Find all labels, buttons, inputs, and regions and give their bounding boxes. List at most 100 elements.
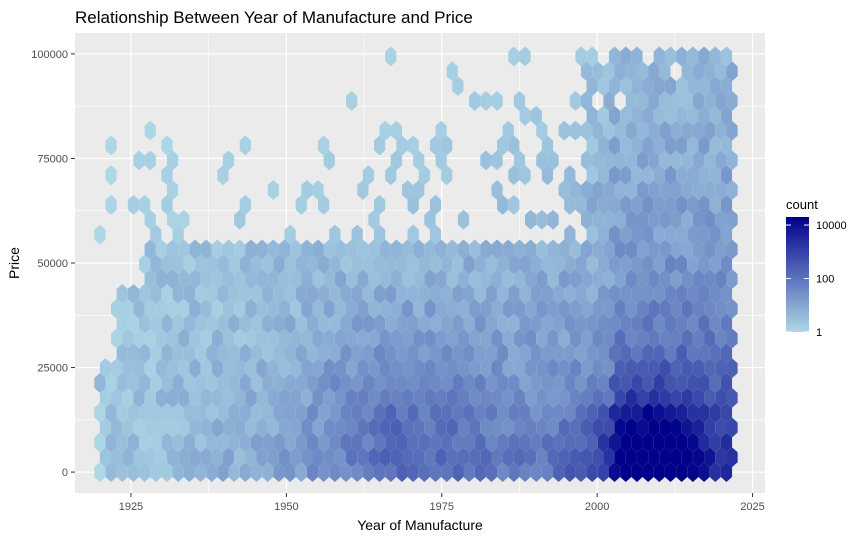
hex-bin [592,298,604,319]
hex-bin [698,46,710,67]
hex-bin [553,402,565,423]
hex-bin [429,402,442,423]
hex-bin [217,313,229,334]
hex-bin [379,447,391,468]
hex-bin [250,254,263,275]
hex-bin [413,387,425,408]
hex-bin [469,269,481,289]
hex-bin [167,298,179,319]
hex-bin [206,284,218,304]
hex-bin [614,447,626,468]
hex-bin [687,165,699,186]
hex-bin [569,91,581,111]
hex-bin [664,194,677,215]
hex-bin [429,194,442,215]
hex-bin [390,150,402,171]
hex-bin [150,402,162,423]
hex-bin [368,239,380,260]
hex-bin [222,150,235,171]
hex-bin [301,328,313,349]
hex-bin [547,387,559,408]
hex-bin [441,135,453,156]
hex-bin [547,239,559,260]
hex-bin [558,417,570,438]
hex-bin [178,269,190,289]
hex-bin [446,298,458,319]
hex-bin [497,313,509,334]
hex-bin [485,284,498,304]
hex-bin [178,358,190,379]
hex-bin [664,46,677,67]
hex-bin [491,298,503,319]
hex-bin [323,150,335,171]
hex-bin [161,343,173,364]
hex-bin [374,254,386,275]
hex-bin [687,194,699,215]
hex-bin [267,417,279,438]
hex-bin [592,328,604,349]
hex-bin [396,432,408,453]
hex-bin [362,432,374,453]
hex-bin [581,387,593,408]
hex-bin [648,91,660,111]
hex-bin [144,417,156,438]
hex-bin [340,284,352,304]
hex-bin [306,284,319,304]
hex-bin [368,328,380,349]
hex-bin [608,284,621,304]
hex-bin [323,269,335,289]
hex-bin [346,91,358,111]
hex-bin [687,224,699,245]
hex-bin [446,417,458,438]
hex-bin [642,165,654,186]
hex-bin [692,120,705,141]
hex-bin [497,254,509,275]
hex-bin [659,358,671,379]
hex-bin [116,343,128,364]
hex-bin [502,328,514,349]
hex-bin [525,209,537,230]
hex-bin [228,402,240,423]
hex-bin [541,284,554,304]
hex-bin [541,313,554,334]
y-tick-label: 75000 [37,153,68,165]
hex-bin [614,328,626,349]
hex-bin [312,298,324,319]
hex-bin [278,447,291,468]
hex-bin [704,387,716,408]
hex-bin [681,447,693,468]
hex-bin [664,432,677,453]
hex-bin [664,402,677,423]
hex-bin [709,194,721,215]
hex-bin [172,343,184,364]
hex-bin [401,298,414,319]
hex-bin [362,462,374,482]
hex-bin [620,402,632,423]
hex-bin [653,432,665,453]
hex-bin [575,373,587,393]
hex-bin [105,462,117,482]
hex-bin [508,462,520,482]
hex-bin [553,432,565,453]
hex-bin [715,328,727,349]
hex-bin [502,298,514,319]
hex-bin [564,284,576,304]
hex-bin [424,209,436,230]
hex-bin [167,328,179,349]
hex-bin [211,298,223,319]
hex-bin [670,417,682,438]
hex-bin [480,150,492,171]
hex-bin [670,447,682,468]
hex-bin [541,165,554,186]
hex-bin [720,76,733,97]
hex-bin [172,462,184,482]
hex-bin [625,328,637,349]
hex-bin [222,387,235,408]
hex-bin [245,298,257,319]
hex-bin [620,76,632,97]
hex-bin [726,91,738,111]
hex-bin [222,358,235,379]
hex-bin [720,462,733,482]
hex-bin [709,373,721,393]
hex-bin [608,373,621,393]
